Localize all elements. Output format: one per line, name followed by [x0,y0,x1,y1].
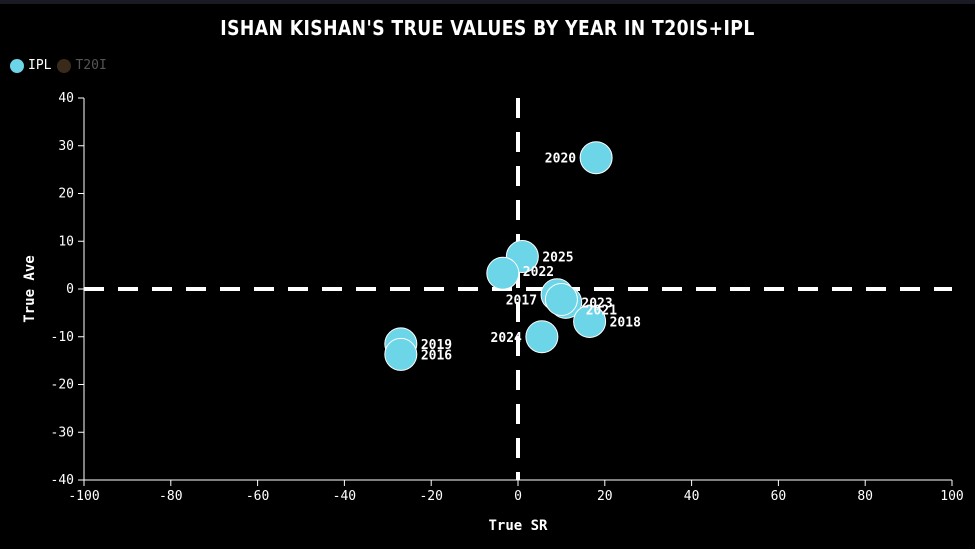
point-label-2023: 2023 [581,297,612,312]
point-label-2020: 2020 [545,152,576,167]
point-label-2016: 2016 [421,348,452,363]
data-point-2023 [544,283,578,317]
x-tick: 0 [514,480,522,504]
y-tick-label: 10 [58,234,74,249]
x-tick-label: 80 [857,489,873,504]
y-tick-label: 0 [66,282,74,297]
y-tick-label: 40 [58,91,74,106]
y-tick-label: -40 [51,473,74,488]
x-tick: -100 [68,480,100,504]
y-tick: 40 [58,91,84,106]
data-point-2018 [573,304,607,338]
x-tick: -20 [419,480,443,504]
x-tick-label: 40 [684,489,700,504]
y-tick-label: 20 [58,187,74,202]
x-tick: 20 [597,480,613,504]
x-tick: -40 [333,480,356,504]
x-tick: 80 [857,480,873,504]
data-point-2020 [579,141,613,175]
y-axis-label: True Ave [22,255,38,322]
point-label-2022: 2022 [523,265,554,280]
point-label-2025: 2025 [542,251,573,266]
y-tick: -30 [51,425,84,440]
x-tick-label: 20 [597,489,613,504]
x-tick-label: -60 [246,489,269,504]
x-tick: 60 [771,480,787,504]
point-label-2019: 2019 [421,338,452,353]
legend-item-t20i[interactable]: T20I [57,58,107,73]
x-tick: -80 [159,480,183,504]
y-tick: -40 [51,473,84,488]
point-label-2024: 2024 [491,331,522,346]
y-tick: 30 [58,139,84,154]
x-tick-label: -80 [159,489,182,504]
data-point-2024 [525,320,559,354]
y-tick-label: -20 [51,378,74,393]
x-axis-label: True SR [488,518,548,534]
x-tick-label: 60 [771,489,787,504]
legend-swatch-ipl [10,58,24,73]
data-point-2022 [486,256,520,290]
y-tick-label: 30 [58,139,74,154]
y-tick: -20 [51,378,84,393]
point-label-2018: 2018 [610,315,641,330]
x-tick-label: 0 [514,489,522,504]
legend: IPL T20I [10,58,107,73]
point-label-2017: 2017 [506,294,537,309]
y-tick-label: -10 [51,330,74,345]
legend-label-t20i: T20I [75,58,107,73]
y-tick: 10 [58,234,84,249]
top-bar [0,0,975,4]
legend-swatch-t20i [57,58,72,73]
data-point-2016 [384,337,418,371]
x-tick-label: -100 [68,489,99,504]
y-tick: -10 [51,330,84,345]
x-tick: 40 [684,480,700,504]
chart-title: Ishan Kishan's True Values by Year in T2… [220,16,755,40]
x-tick-label: 100 [940,489,963,504]
point-label-2021: 2021 [586,303,617,318]
legend-item-ipl[interactable]: IPL [10,58,51,73]
legend-label-ipl: IPL [28,58,52,73]
x-tick: -60 [246,480,269,504]
x-tick-label: -20 [419,489,442,504]
y-tick: 20 [58,187,84,202]
x-tick-label: -40 [333,489,356,504]
x-tick: 100 [940,480,964,504]
y-tick: 0 [66,282,84,297]
y-tick-label: -30 [51,425,74,440]
